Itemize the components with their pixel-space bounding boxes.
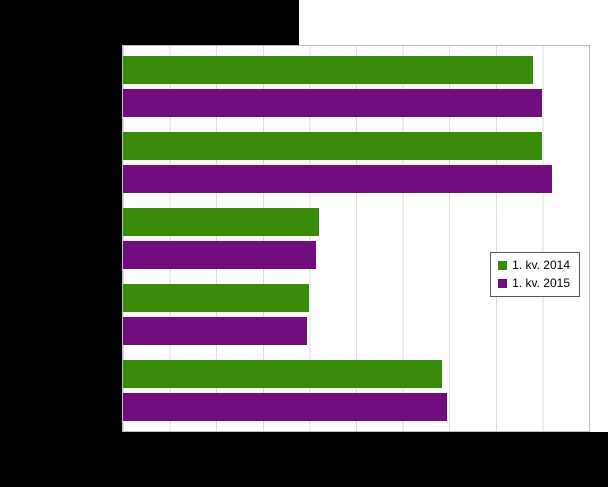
bar xyxy=(123,165,552,193)
bars-layer xyxy=(123,46,589,431)
bar xyxy=(123,56,534,84)
legend-item-2014: 1. kv. 2014 xyxy=(498,258,570,272)
bar xyxy=(123,89,543,117)
bar xyxy=(123,317,308,345)
top-margin xyxy=(299,0,608,45)
legend-label-2014: 1. kv. 2014 xyxy=(512,258,570,272)
plot-area: 1. kv. 2014 1. kv. 2015 xyxy=(122,45,590,432)
y-axis-labels-area xyxy=(0,45,122,432)
bar xyxy=(123,241,317,269)
legend-swatch-2015 xyxy=(498,278,508,288)
legend-label-2015: 1. kv. 2015 xyxy=(512,276,570,290)
bar xyxy=(123,393,447,421)
bar xyxy=(123,284,310,312)
x-axis-labels-area xyxy=(0,432,608,487)
bar xyxy=(123,360,443,388)
title-area xyxy=(0,0,299,45)
legend-swatch-2014 xyxy=(498,260,508,270)
legend: 1. kv. 2014 1. kv. 2015 xyxy=(490,252,580,297)
bar xyxy=(123,208,319,236)
right-margin xyxy=(589,0,608,432)
bar xyxy=(123,132,543,160)
legend-item-2015: 1. kv. 2015 xyxy=(498,276,570,290)
